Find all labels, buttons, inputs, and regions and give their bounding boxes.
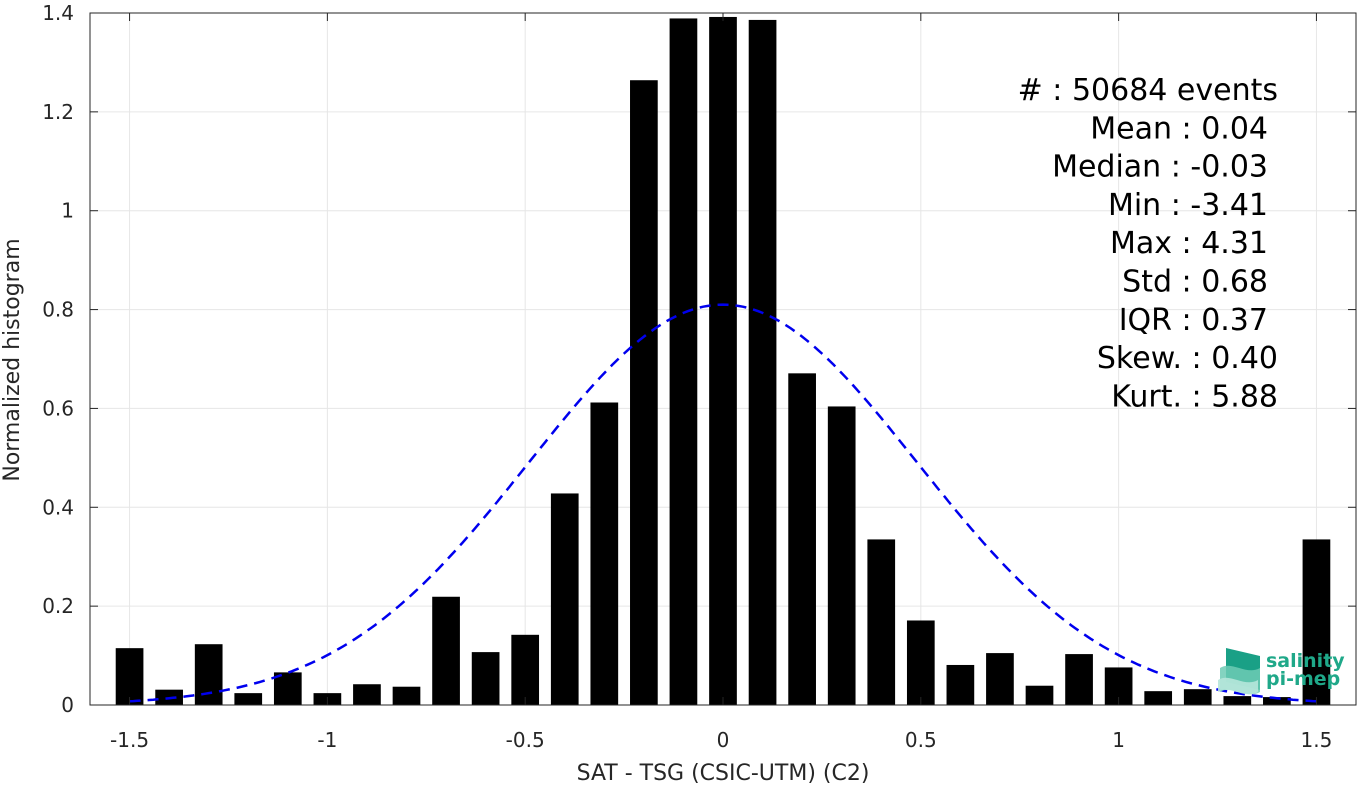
y-tick-label: 0 [61,693,74,717]
histogram-bar [1183,689,1212,705]
y-tick-label: 1.2 [42,100,74,124]
salinity-pimep-logo: salinity pi-mep [1218,648,1345,695]
logo-wave-icon [1218,648,1260,695]
y-tick-label: 1.4 [42,1,74,25]
histogram-bar [194,644,223,705]
stats-line: Std : 0.68 [1122,265,1268,300]
histogram-bar [273,672,302,705]
histogram-bar [1223,696,1252,705]
histogram-bar [590,402,619,705]
histogram-bar [432,596,460,705]
stats-line: # : 50684 events [1018,73,1278,108]
histogram-bar [946,664,975,705]
x-tick-label: -1.5 [110,728,149,752]
x-tick-label: -1 [317,728,337,752]
histogram-bar [1025,685,1054,705]
y-tick-label: 0.8 [42,298,74,322]
logo-line2: pi-mep [1266,668,1340,690]
x-tick-label: 0 [717,728,730,752]
histogram-bar [1144,691,1173,705]
histogram-bar [788,373,816,705]
histogram-bar [392,686,421,705]
x-tick-label: 1 [1112,728,1125,752]
y-tick-label: 1 [61,199,74,223]
histogram-bar [867,539,896,705]
y-axis-label: Normalized histogram [0,238,25,481]
y-tick-label: 0.2 [42,594,74,618]
histogram-bar [669,18,698,706]
histogram-bar [827,406,856,705]
histogram-bar [1263,697,1291,705]
histogram-bar [1065,654,1093,705]
histogram-bar [906,620,935,705]
axis-tick-labels: -1.5 -1 -0.5 0 0.5 1 1.5 0 0.2 0.4 0.6 0.8 1 1.2 1.4 [42,1,1332,752]
histogram-bar [115,648,144,705]
histogram-bars [115,16,1331,706]
x-axis-label: SAT - TSG (CSIC-UTM) (C2) [577,761,870,785]
stats-line: Max : 4.31 [1110,226,1268,261]
histogram-bar [511,634,540,705]
histogram-bar [709,16,737,706]
stats-line: Min : -3.41 [1108,188,1268,223]
histogram-bar [471,652,500,705]
stats-line: Mean : 0.04 [1090,111,1268,146]
gaussian-fit-line [129,303,1317,703]
y-tick-label: 0.6 [42,396,74,420]
x-tick-label: 0.5 [905,728,937,752]
stats-line: Skew. : 0.40 [1097,341,1278,376]
histogram-bar [986,653,1014,705]
histogram-bar [234,693,263,705]
axis-ticks [90,12,1356,706]
gaussian-fit [129,303,1317,703]
y-tick-label: 0.4 [42,495,74,519]
x-tick-label: 1.5 [1301,728,1333,752]
histogram-bar [630,80,658,706]
stats-line: Median : -0.03 [1052,150,1268,185]
histogram-bar [550,493,579,705]
histogram-bar [1302,539,1331,705]
histogram-bar [353,684,381,705]
stats-line: Kurt. : 5.88 [1111,379,1278,414]
stats-line: IQR : 0.37 [1119,303,1268,338]
x-tick-label: -0.5 [506,728,545,752]
histogram-bar [748,19,777,706]
logo-line1: salinity [1266,650,1345,672]
